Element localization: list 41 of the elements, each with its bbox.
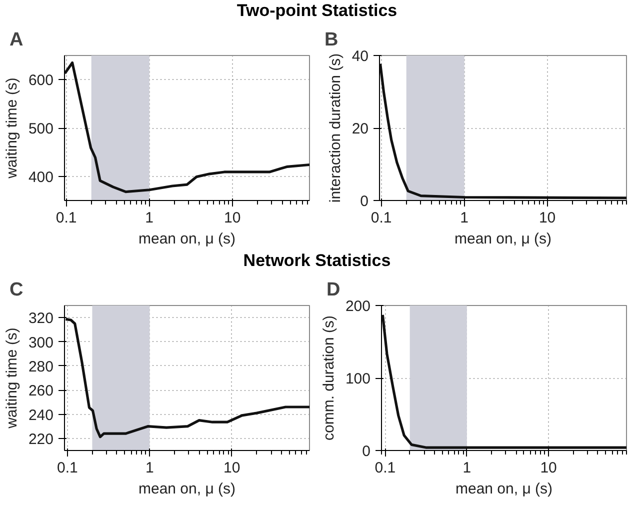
y-tick-label: 220 [28, 430, 54, 448]
y-tick-label: 0 [360, 193, 368, 210]
y-axis-title: interaction duration (s) [326, 53, 344, 203]
y-tick-label: 100 [345, 370, 371, 388]
y-tick-label: 400 [28, 168, 54, 186]
x-tick-label: 10 [224, 210, 241, 226]
x-tick-label: 0.1 [370, 210, 392, 226]
y-tick-label: 40 [352, 48, 369, 65]
y-tick-label: 200 [345, 298, 371, 315]
x-axis-title: mean on, μ (s) [454, 230, 552, 248]
y-axis-title: comm. duration (s) [320, 315, 338, 441]
y-tick-label: 0 [362, 443, 370, 460]
y-tick-label: 280 [28, 358, 54, 376]
y-tick-label: 600 [28, 72, 54, 90]
chart-title: Network Statistics [243, 250, 391, 272]
y-tick-label: 300 [28, 334, 54, 352]
y-tick-label: 260 [28, 382, 54, 400]
x-axis-title: mean on, μ (s) [455, 480, 553, 498]
x-tick-label: 10 [538, 210, 556, 226]
text: C [10, 280, 24, 300]
y-tick-label: 500 [28, 120, 54, 138]
text: D [326, 280, 340, 300]
text: B [324, 30, 338, 50]
x-tick-label: 10 [540, 460, 557, 476]
x-tick-label: 1 [460, 210, 469, 226]
x-axis-title: mean on, μ (s) [138, 480, 236, 498]
x-axis-title: mean on, μ (s) [138, 230, 236, 248]
x-tick-label: 0.1 [56, 210, 77, 226]
y-tick-label: 320 [28, 310, 54, 328]
y-tick-label: 20 [352, 120, 369, 138]
chart-title: Two-point Statistics [236, 0, 398, 22]
y-axis-title: waiting time (s) [3, 328, 20, 430]
text: A [10, 30, 24, 50]
x-tick-label: 1 [145, 210, 154, 226]
x-tick-label: 0.1 [57, 460, 78, 476]
x-tick-label: 1 [462, 460, 472, 476]
y-axis-title: waiting time (s) [3, 78, 20, 180]
x-tick-label: 10 [224, 460, 240, 476]
y-tick-label: 240 [28, 406, 54, 424]
x-tick-label: 1 [146, 460, 154, 476]
x-tick-label: 0.1 [374, 460, 396, 476]
